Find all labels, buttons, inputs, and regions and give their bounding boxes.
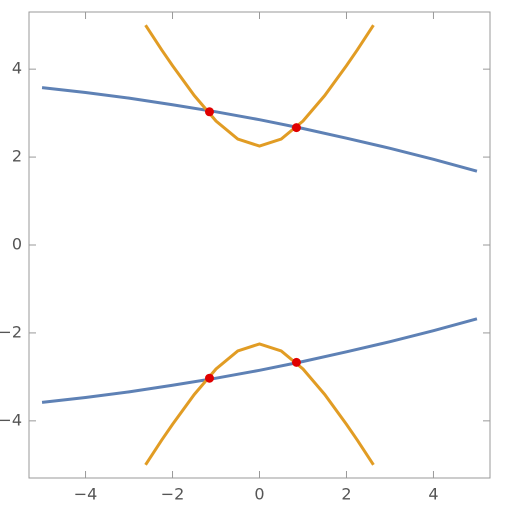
y-tick-label: 4 [12,59,22,78]
x-tick-label: 2 [341,485,351,504]
x-tick-label: −4 [74,485,98,504]
curve [144,342,375,466]
curve [41,317,478,404]
y-tick-label: 0 [12,235,22,254]
intersection-point [204,107,214,117]
x-tick-label: 0 [254,485,264,504]
frame [28,11,491,479]
x-tick-label: 4 [428,485,438,504]
y-tick-label: −2 [0,322,22,341]
intersection-point [291,357,301,367]
y-tick-label: −4 [0,410,22,429]
curve [41,86,478,173]
curve [144,24,375,148]
x-tick-label: −2 [161,485,185,504]
plot-area [41,24,478,466]
y-tick-label: 2 [12,147,22,166]
intersection-point [291,123,301,133]
intersection-point [204,373,214,383]
